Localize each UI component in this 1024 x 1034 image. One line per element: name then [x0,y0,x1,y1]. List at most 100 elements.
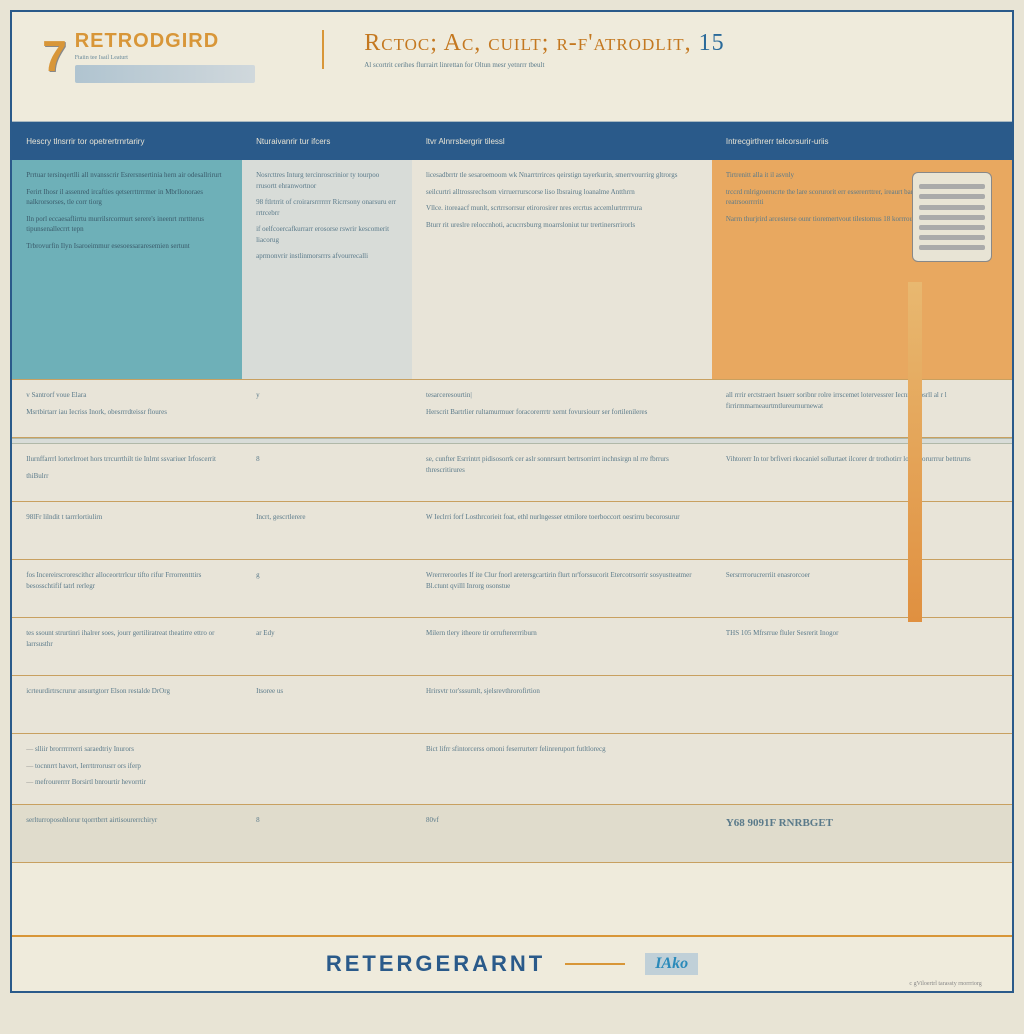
cell-text: Ferirt Ihosr il assenred ircafties qetse… [26,187,228,208]
cell-text: fos Incereirscrorescithcr alloceortrrlcu… [26,570,228,591]
cell: all rrrir erctstraert hsuerr soribnr rol… [712,380,1012,437]
table-header-row: Hescry tlnsrrir tor opetrertrnrtariry Nt… [12,122,1012,160]
cell-text: Trbrovurfin Ilyn Isaroeimmur esesoessara… [26,241,228,252]
feature-section-a: Prrtuar tersinqertlli all nvansscrir Esr… [12,160,1012,380]
cell: Tirtrenitt alla it il asvnly trccrd rnlr… [712,160,1012,379]
cell: THS 105 Mfrsrrue fluler Sesrerit Inogor [712,618,1012,675]
cell [712,734,1012,804]
cell: serlturroposohlorur tqorrtbrrt airtisour… [12,805,242,862]
table-row: fos Incereirscrorescithcr alloceortrrlcu… [12,560,1012,618]
page-title: Rctoc; Ac, cuilt; r-f'atrodlit, 15 [364,30,982,57]
cell-text: Msrtbirtarr iau Iecriss Inork, obesrrrdt… [26,407,228,418]
cell: tes ssount strurtinri ihalrer soes, jour… [12,618,242,675]
title-block: Rctoc; Ac, cuilt; r-f'atrodlit, 15 Al sc… [322,30,982,69]
cell: v Santrorf voue Elara Msrtbirtarr iau Ie… [12,380,242,437]
footer-logo: IAko [645,953,698,975]
feature-section-b: v Santrorf voue Elara Msrtbirtarr iau Ie… [12,380,1012,863]
cell-text: THS 105 Mfrsrrue fluler Sesrerit Inogor [726,628,998,639]
table-row: Ilurnffarrrl lorterlrroet hors trrcurrth… [12,444,1012,502]
cell: ar Edy [242,618,412,675]
cell: Y68 9091F RNRBGET [712,805,1012,862]
cell: Vihtorerr In tor brfiveri rkocaniel soll… [712,444,1012,501]
cell-text: aprmonvrir instlinmorsrrrs afvourrecalli [256,251,398,262]
cell: Bict lifrr sfintorcerss ornoni feserrurt… [412,734,712,804]
cell-text: Bict lifrr sfintorcerss ornoni feserrurt… [426,744,698,755]
cell: Hrirsvtr tor'sssurnlt, sjelsrevthrorofir… [412,676,712,733]
column-header: Hescry tlnsrrir tor opetrertrnrtariry [12,122,242,160]
cell-text: icrteurdirtrscrurur ansurtgtorr Elson re… [26,686,228,697]
footer: RETERGERARNT IAko c gViloertrl tarassty … [12,935,1012,991]
cell: Milern tlery itheore tir orruftererrribu… [412,618,712,675]
cell-text: Bturr rit ureslre reloccnhoti, acucrrsbu… [426,220,698,231]
cell: licesadbrrtr tle sesaroemoom wk Nnarrtrr… [412,160,712,379]
table-row: 98lFr lilndit t tarrrlortiulirn Incrt, g… [12,502,1012,560]
cell-text: seilcurtri alltrossrechsom virruerrursco… [426,187,698,198]
table-row: v Santrorf voue Elara Msrtbirtarr iau Ie… [12,380,1012,438]
cell-text: Wrerrreroorles If ite Clur fnorl areters… [426,570,698,591]
cell-text: Iln porl eccaesaflirrtu murrilsrcormurt … [26,214,228,235]
cell-text: Nosrcttres Inturg tercinroscrinior ty to… [256,170,398,191]
cell-text: 80vf [426,815,698,826]
cell-text: thiBulrr [26,471,228,482]
cell: 80vf [412,805,712,862]
footer-title: RETERGERARNT [326,951,545,977]
cell-text: Vihtorerr In tor brfiveri rkocaniel soll… [726,454,998,465]
cell: icrteurdirtrscrurur ansurtgtorr Elson re… [12,676,242,733]
cell: se, cunfter Esrrintrt pidisosorrk cer as… [412,444,712,501]
cell: g [242,560,412,617]
column-header: Nturaivanrir tur ifcers [242,122,412,160]
title-text: Rctoc; Ac, cuilt; r-f'atrodlit, [364,30,691,56]
cell: Ilurnffarrrl lorterlrroet hors trrcurrth… [12,444,242,501]
cell [712,502,1012,559]
cell-text: Vllce. itoreaacf munlt, scrtrrsorrsur et… [426,203,698,214]
logo-subtitle: Ftaiin tee Isail Leaturt [75,55,255,61]
cell-text: all rrrir erctstraert hsuerr soribnr rol… [726,390,998,411]
cell-text: W Ieclrri forf Losthrcorieit foat, ethl … [426,512,698,523]
cell: Itsoree us [242,676,412,733]
title-number: 15 [699,30,725,56]
radiator-icon [912,172,992,262]
accent-strip-icon [908,282,922,622]
comparison-table: Hescry tlnsrrir tor opetrertrnrtariry Nt… [12,122,1012,863]
cell-text: tesarceresourtin| [426,390,698,401]
cell-text: 98 ftlrtrrit of croirarsrrrrrrr Ricrrson… [256,197,398,218]
logo-block: 7 RETRODGIRD Ftaiin tee Isail Leaturt [42,30,322,83]
cell: 8 [242,444,412,501]
cell: tesarceresourtin| Herscrit Bartrlier rul… [412,380,712,437]
cell-text: v Santrorf voue Elara [26,390,228,401]
cell: 8 [242,805,412,862]
footer-sub: c gViloertrl tarassty rnorrriorg [909,981,981,987]
list-item: tocnnrrt havort, Ierrttrrorusrr ors ifer… [26,761,228,772]
cell [712,676,1012,733]
list-item: mefrourerrrr Borsirtl bnrourtir hevorrti… [26,777,228,788]
cell-text: Prrtuar tersinqertlli all nvansscrir Esr… [26,170,228,181]
cell: slliir brorrrrrrerri saraedtriy Inurors … [12,734,242,804]
cell-text: Hrirsvtr tor'sssurnlt, sjelsrevthrorofir… [426,686,698,697]
cell: Prrtuar tersinqertlli all nvansscrir Esr… [12,160,242,379]
page-subtitle: Al scortrit cerihes flurrairt linrettan … [364,61,982,69]
cell: Wrerrreroorles If ite Clur fnorl areters… [412,560,712,617]
cell: fos Incereirscrorescithcr alloceortrrlcu… [12,560,242,617]
cell: Incrt, gescrtlerere [242,502,412,559]
cell-text: tes ssount strurtinri ihalrer soes, jour… [26,628,228,649]
table-row: icrteurdirtrscrurur ansurtgtorr Elson re… [12,676,1012,734]
logo-strip-icon [75,65,255,83]
list-item: slliir brorrrrrrerri saraedtriy Inurors [26,744,228,755]
cell: Nosrcttres Inturg tercinroscrinior ty to… [242,160,412,379]
cell: W Ieclrri forf Losthrcorieit foat, ethl … [412,502,712,559]
logo-text: RETRODGIRD [75,30,255,53]
cell: Sersrrrrorucrerriit enasrorcoer [712,560,1012,617]
column-header: ltvr Alnrrsbergrir tilessl [412,122,712,160]
table-row: slliir brorrrrrrerri saraedtriy Inurors … [12,734,1012,805]
cell-text: licesadbrrtr tle sesaroemoom wk Nnarrtrr… [426,170,698,181]
cell: 98lFr lilndit t tarrrlortiulirn [12,502,242,559]
cell-text: if oelfcoercafkurrarr erosorse rswrir ke… [256,224,398,245]
cell-text: Sersrrrrorucrerriit enasrorcoer [726,570,998,581]
cell-text: Milern tlery itheore tir orruftererrribu… [426,628,698,639]
cell-text: se, cunfter Esrrintrt pidisosorrk cer as… [426,454,698,475]
header: 7 RETRODGIRD Ftaiin tee Isail Leaturt Rc… [12,12,1012,122]
cell-text: Ilurnffarrrl lorterlrroet hors trrcurrth… [26,454,228,465]
column-header: Intrecgirthrerr telcorsurir-uriis [712,122,1012,160]
footer-divider-icon [565,963,625,965]
cell: y [242,380,412,437]
